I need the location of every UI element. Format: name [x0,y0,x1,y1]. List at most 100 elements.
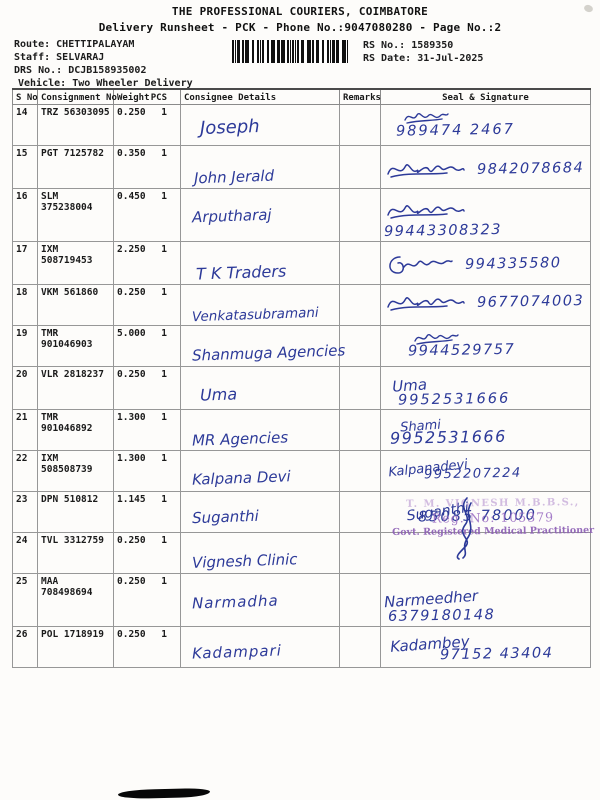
consignee-cell: Arputharaj [180,188,340,242]
pcs-value: 1 [161,148,167,159]
sno-value: 20 [16,369,28,380]
table-row: 24 TVL 3312759 0.250 1 Vignesh Clinic [12,532,591,574]
runsheet-table: S No Consignment No Weight PCS Consignee … [12,88,591,668]
consignee-handwritten-name: Venkatasubramani [191,304,319,326]
route-label: Route: [14,39,51,50]
sno-cell: 26 [12,626,38,668]
route-value: CHETTIPALAYAM [56,39,135,50]
weight-value: 1.300 [117,453,146,464]
remarks-cell [339,104,381,146]
consignment-cell: TMR 901046892 [37,409,114,451]
remarks-cell [339,573,381,627]
consignment-value: TVL 3312759 [41,535,104,546]
seal-signature-cell: 994335580 [380,241,591,285]
seal-signature-content: Uma 9952531666 [384,371,587,408]
seal-signature-cell: Kalpanadevi 9952207224 [380,450,591,492]
seal-signature-cell: 9677074003 [380,284,591,326]
weight-value: 1.145 [117,494,146,505]
weight-pcs-cell: 5.000 1 [113,325,181,367]
consignee-cell: Kadampari [180,626,340,668]
rs-date-value: 31-Jul-2025 [417,53,484,64]
seal-signature-content: 9677074003 [384,291,587,315]
consignment-cell: TMR 901046903 [37,325,114,367]
seal-signature-content: Kalpanadevi 9952207224 [384,455,587,482]
consignment-cell: IXM 508508739 [37,450,114,492]
table-row: 21 TMR 901046892 1.300 1 MR Agencies Sham… [12,409,591,451]
sno-value: 14 [16,107,28,118]
weight-value: 2.250 [117,244,146,255]
weight-pcs-cell: 0.250 1 [113,573,181,627]
weight-pcs-cell: 1.145 1 [113,491,181,533]
staff-label: Staff: [14,52,51,63]
consignment-cell: DPN 510812 [37,491,114,533]
consignment-cell: IXM 508719453 [37,241,114,285]
consignee-cell: Venkatasubramani [180,284,340,326]
table-row: 15 PGT 7125782 0.350 1 John Jerald 984207… [12,145,591,189]
seal-signature-cell: Kadambey 97152 43404 [380,626,591,668]
remarks-cell [339,366,381,410]
sno-cell: 14 [12,104,38,146]
consignment-value: POL 1718919 [41,629,104,640]
consignee-handwritten-name: Joseph [199,115,260,140]
vehicle-line: Vehicle: Two Wheeler Delivery [18,78,193,89]
consignment-cell: PGT 7125782 [37,145,114,189]
consignee-handwritten-name: Kalpana Devi [191,467,291,489]
consignee-handwritten-name: John Jerald [193,166,275,188]
remarks-cell [339,145,381,189]
weight-value: 0.450 [117,191,146,202]
weight-pcs-cell: 0.350 1 [113,145,181,189]
seal-signature-content: Kadambey 97152 43404 [384,631,587,664]
consignment-cell: MAA 708498694 [37,573,114,627]
signature-phone-number: 97152 43404 [439,645,554,664]
table-row: 26 POL 1718919 0.250 1 Kadampari Kadambey… [12,626,591,668]
table-row: 23 DPN 510812 1.145 1 Suganthi Suganthi 8… [12,491,591,533]
weight-value: 0.250 [117,369,146,380]
signature-scrawl [402,109,587,125]
sno-value: 18 [16,287,28,298]
sno-cell: 24 [12,532,38,574]
seal-signature-content [384,537,587,548]
consignee-handwritten-name: Narmadha [191,591,279,613]
vehicle-label: Vehicle: [18,78,67,89]
runsheet-barcode [232,40,348,63]
sno-cell: 21 [12,409,38,451]
vehicle-value: Two Wheeler Delivery [72,78,193,89]
consignment-cell: VKM 561860 [37,284,114,326]
seal-signature-content: 994335580 [384,253,587,277]
signature-scrawl-over-stamp [456,497,472,560]
pcs-value: 1 [161,328,167,339]
weight-value: 0.250 [117,576,146,587]
pcs-value: 1 [161,535,167,546]
table-row: 17 IXM 508719453 2.250 1 T K Traders 9943… [12,241,591,285]
remarks-cell [339,491,381,533]
header-consignment: Consignment No [37,88,117,105]
consignment-cell: TVL 3312759 [37,532,114,574]
seal-signature-content: 9842078684 [384,158,587,182]
consignee-cell: Joseph [180,104,340,146]
seal-signature-cell [380,532,591,574]
consignee-cell: Narmadha [180,573,340,627]
weight-value: 0.250 [117,535,146,546]
signature-scrawl [412,330,587,346]
sno-value: 25 [16,576,28,587]
remarks-cell [339,241,381,285]
rs-no-label: RS No.: [363,40,406,51]
seal-signature-content: 989474 2467 [384,109,587,140]
pcs-value: 1 [161,287,167,298]
runsheet-rows: 14 TRZ 56303095 0.250 1 Joseph 989474 246… [12,104,591,668]
drs-value: DCJB158935002 [68,65,147,76]
remarks-cell [339,409,381,451]
pcs-value: 1 [161,494,167,505]
table-row: 16 SLM 375238004 0.450 1 Arputharaj 99443… [12,188,591,242]
consignee-cell: Uma [180,366,340,410]
staff-value: SELVARAJ [56,52,105,63]
signature-phone-number: 9952531666 [389,426,507,448]
sno-cell: 18 [12,284,38,326]
staff-line: Staff: SELVARAJ [14,52,104,63]
table-header-row: S No Consignment No Weight PCS Consignee … [12,88,591,105]
header-seal-signature: Seal & Signature [380,88,591,105]
seal-signature-content: Shami 9952531666 [384,414,587,448]
consignee-cell: Kalpana Devi [180,450,340,492]
rs-date-line: RS Date: 31-Jul-2025 [363,53,483,64]
sno-value: 26 [16,629,28,640]
